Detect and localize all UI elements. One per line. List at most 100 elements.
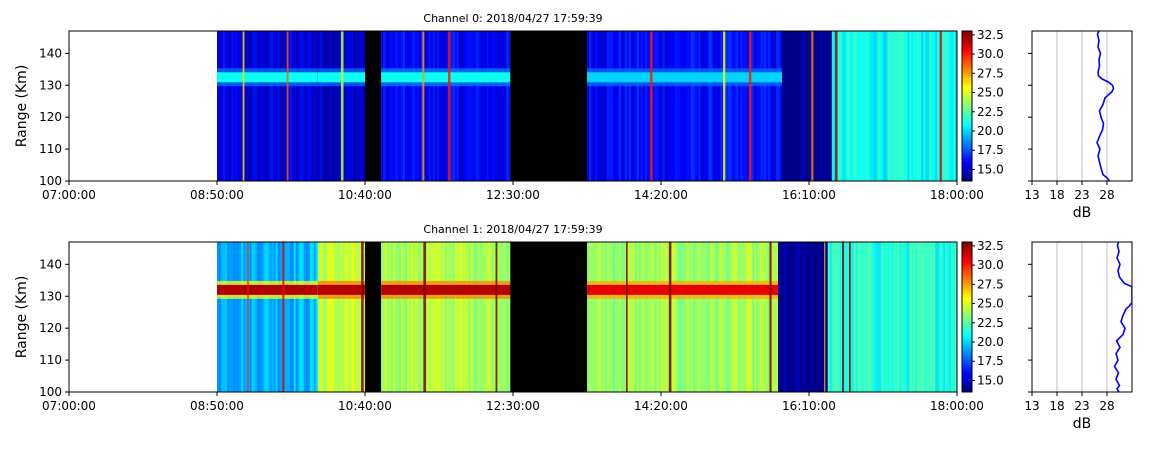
- texture-strip: [871, 242, 874, 392]
- texture-strip: [353, 242, 356, 392]
- texture-strip: [351, 242, 354, 392]
- texture-strip: [847, 31, 851, 181]
- texture-strip: [831, 31, 835, 181]
- texture-strip: [285, 242, 288, 392]
- texture-strip: [243, 242, 246, 392]
- texture-strip: [949, 31, 952, 181]
- colorbar-tick-label: 22.5: [977, 316, 1004, 330]
- texture-strip: [815, 31, 819, 181]
- texture-strip: [794, 31, 797, 181]
- colorbar-swatch: [962, 352, 972, 355]
- y-tick-label: 120: [39, 321, 62, 335]
- texture-strip: [839, 31, 843, 181]
- texture-strip: [869, 31, 872, 181]
- texture-strip: [720, 242, 723, 392]
- texture-strip: [951, 242, 954, 392]
- texture-strip: [395, 31, 398, 181]
- profile-x-label: dB: [1073, 205, 1092, 221]
- interference-spike: [811, 31, 814, 181]
- texture-strip: [873, 242, 876, 392]
- texture-strip: [391, 242, 394, 392]
- texture-strip: [488, 31, 491, 181]
- colorbar-swatch: [962, 53, 972, 57]
- texture-strip: [614, 31, 618, 181]
- segment-7: [827, 242, 957, 392]
- texture-strip: [301, 242, 305, 392]
- texture-strip: [883, 242, 886, 392]
- texture-strip: [740, 31, 743, 181]
- colorbar-frame: [961, 241, 973, 393]
- texture-strip: [458, 242, 461, 392]
- texture-strip: [656, 31, 659, 181]
- texture-strip: [923, 31, 926, 181]
- texture-strip: [640, 242, 644, 392]
- texture-strip: [728, 31, 731, 181]
- texture-strip: [313, 31, 317, 181]
- texture-strip: [644, 242, 648, 392]
- texture-strip: [696, 31, 699, 181]
- texture-strip: [327, 31, 330, 181]
- y-tick-label: 120: [39, 110, 62, 124]
- y-tick-label: 130: [39, 289, 62, 303]
- texture-strip: [289, 31, 292, 181]
- texture-strip: [598, 242, 602, 392]
- texture-strip: [696, 242, 699, 392]
- texture-strip: [782, 242, 785, 392]
- texture-strip: [315, 31, 319, 181]
- colorbar-swatch: [962, 354, 972, 358]
- texture-strip: [676, 31, 679, 181]
- texture-strip: [418, 31, 422, 181]
- texture-strip: [648, 31, 652, 181]
- texture-strip: [738, 242, 741, 392]
- texture-strip: [311, 31, 315, 181]
- colorbar-swatch: [962, 101, 972, 104]
- colorbar-swatch: [962, 153, 972, 157]
- interference-spike: [242, 31, 245, 181]
- colorbar-swatch: [962, 51, 972, 54]
- colorbar-swatch: [962, 56, 972, 59]
- colorbar-swatch: [962, 68, 972, 72]
- texture-strip: [903, 242, 906, 392]
- segment-5: [587, 31, 783, 181]
- texture-strip: [724, 242, 727, 392]
- texture-strip: [869, 242, 872, 392]
- colorbar-swatch: [962, 61, 972, 64]
- texture-strip: [672, 31, 675, 181]
- interference-spike: [495, 242, 498, 392]
- segment-4: [510, 31, 587, 181]
- colorbar-swatch: [962, 103, 972, 107]
- no-data-gap: [510, 31, 587, 181]
- texture-strip: [768, 242, 771, 392]
- texture-strip: [871, 31, 874, 181]
- texture-strip: [915, 242, 918, 392]
- texture-strip: [778, 31, 781, 181]
- texture-strip: [359, 31, 362, 181]
- texture-strip: [424, 31, 428, 181]
- colorbar-tick-label: 20.0: [977, 124, 1004, 138]
- texture-strip: [446, 31, 450, 181]
- texture-strip: [732, 242, 735, 392]
- texture-strip: [496, 31, 499, 181]
- echo-band: [381, 284, 511, 295]
- colorbar-swatch: [962, 156, 972, 159]
- texture-strip: [662, 31, 665, 181]
- colorbar-swatch: [962, 123, 972, 127]
- texture-strip: [498, 242, 501, 392]
- colorbar-swatch: [962, 274, 972, 278]
- texture-strip: [462, 242, 465, 392]
- texture-strip: [227, 242, 230, 392]
- texture-strip: [925, 242, 928, 392]
- colorbar-swatch: [962, 377, 972, 380]
- texture-strip: [235, 31, 238, 181]
- texture-strip: [857, 242, 860, 392]
- segment-5: [587, 242, 779, 392]
- texture-strip: [662, 242, 665, 392]
- texture-strip: [401, 31, 404, 181]
- colorbar-swatch: [962, 342, 972, 345]
- texture-strip: [887, 31, 890, 181]
- colorbar-swatch: [962, 96, 972, 99]
- texture-strip: [953, 31, 956, 181]
- texture-strip: [803, 242, 807, 392]
- texture-strip: [798, 31, 801, 181]
- texture-strip: [903, 31, 906, 181]
